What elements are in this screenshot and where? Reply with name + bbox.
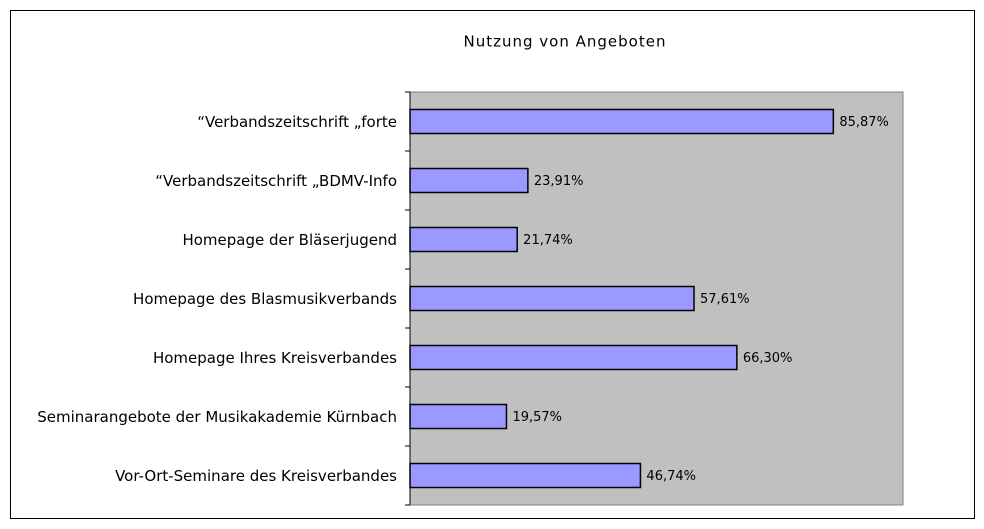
data-label: 21,74% xyxy=(523,233,573,248)
data-label: 23,91% xyxy=(534,174,584,189)
bar xyxy=(409,462,642,489)
data-label: 19,57% xyxy=(512,410,562,425)
bar xyxy=(409,344,738,371)
category-text: “Verbandszeitschrift „forte xyxy=(197,112,397,131)
bar xyxy=(409,167,529,194)
data-label: 57,61% xyxy=(700,292,750,307)
category-text: “Verbandszeitschrift „BDMV-Info xyxy=(155,171,397,190)
category-label: Vor-Ort-Seminare des Kreisverbandes xyxy=(115,466,397,486)
bar xyxy=(409,226,518,253)
chart-title: Nutzung von Angeboten xyxy=(464,33,667,51)
category-text: Homepage der Bläserjugend xyxy=(182,230,397,249)
category-label: “Verbandszeitschrift „BDMV-Info xyxy=(155,171,397,191)
data-label: 85,87% xyxy=(839,115,889,130)
data-label: 66,30% xyxy=(743,351,793,366)
category-text: Homepage Ihres Kreisverbandes xyxy=(152,348,397,367)
bar xyxy=(409,403,508,430)
category-text: Seminarangebote der Musikakademie Kürnba… xyxy=(37,407,397,426)
category-label: Homepage des Blasmusikverbands xyxy=(133,289,397,309)
bar xyxy=(409,108,835,135)
category-label: Homepage der Bläserjugend xyxy=(182,230,397,250)
category-label: Homepage Ihres Kreisverbandes xyxy=(153,348,397,368)
category-label: “Verbandszeitschrift „forte xyxy=(197,112,397,132)
data-label: 46,74% xyxy=(646,469,696,484)
category-label: Seminarangebote der Musikakademie Kürnba… xyxy=(37,407,397,427)
category-text: Vor-Ort-Seminare des Kreisverbandes xyxy=(115,466,397,485)
bar xyxy=(409,285,695,312)
category-text: Homepage des Blasmusikverbands xyxy=(133,289,397,308)
